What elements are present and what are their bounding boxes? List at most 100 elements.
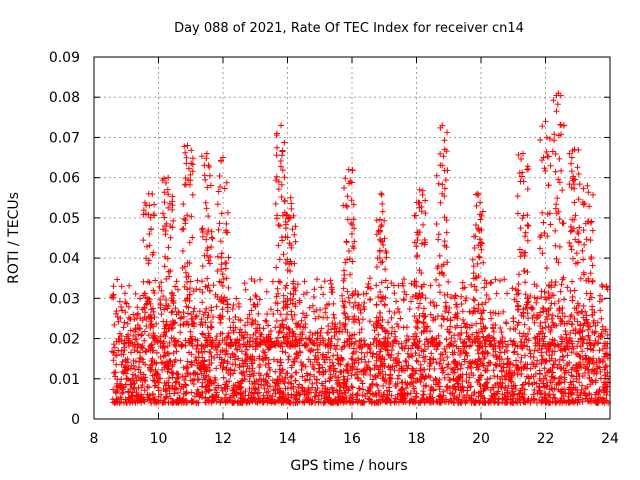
data-point	[551, 337, 558, 344]
data-point	[309, 384, 316, 391]
data-point	[150, 334, 157, 341]
data-point	[146, 364, 153, 371]
data-point	[419, 366, 426, 373]
data-point	[433, 276, 440, 283]
data-point	[299, 362, 306, 369]
data-point	[499, 334, 506, 341]
data-point	[471, 297, 478, 304]
data-point	[388, 314, 395, 321]
data-point	[232, 342, 239, 349]
data-point	[581, 241, 588, 248]
data-point	[576, 224, 583, 231]
data-point	[223, 347, 230, 354]
data-point	[229, 305, 236, 312]
data-point	[378, 190, 385, 197]
data-point	[248, 389, 255, 396]
data-point	[206, 361, 213, 368]
data-point	[311, 286, 318, 293]
data-point	[218, 261, 225, 268]
data-point	[161, 306, 168, 313]
data-point	[570, 225, 577, 232]
data-point	[201, 348, 208, 355]
data-point	[589, 191, 596, 198]
data-point	[554, 364, 561, 371]
data-point	[194, 399, 201, 406]
data-point	[134, 348, 141, 355]
data-point	[276, 389, 283, 396]
data-point	[219, 337, 226, 344]
data-point	[474, 347, 481, 354]
data-point	[202, 399, 209, 406]
data-point	[369, 380, 376, 387]
data-point	[436, 252, 443, 259]
data-point	[451, 295, 458, 302]
data-point	[540, 154, 547, 161]
data-point	[574, 164, 581, 171]
data-point	[208, 228, 215, 235]
data-point	[589, 312, 596, 319]
data-point	[150, 287, 157, 294]
data-point	[575, 370, 582, 377]
data-point	[558, 281, 565, 288]
data-point	[441, 374, 448, 381]
data-point	[474, 190, 481, 197]
data-point	[282, 260, 289, 267]
data-point	[570, 378, 577, 385]
data-point	[145, 260, 152, 267]
data-point	[459, 308, 466, 315]
data-point	[134, 393, 141, 400]
data-point	[131, 380, 138, 387]
data-point	[179, 264, 186, 271]
data-point	[222, 265, 229, 272]
data-point	[571, 146, 578, 153]
data-point	[589, 227, 596, 234]
data-point	[235, 300, 242, 307]
data-point	[419, 310, 426, 317]
data-point	[203, 155, 210, 162]
data-point	[421, 241, 428, 248]
data-point	[277, 311, 284, 318]
data-point	[555, 208, 562, 215]
data-point	[392, 380, 399, 387]
data-point	[553, 381, 560, 388]
data-point	[552, 399, 559, 406]
data-point	[486, 399, 493, 406]
data-point	[260, 392, 267, 399]
data-point	[420, 391, 427, 398]
data-point	[437, 289, 444, 296]
data-point	[274, 285, 281, 292]
data-point	[140, 207, 147, 214]
data-point	[340, 285, 347, 292]
data-point	[299, 310, 306, 317]
data-point	[373, 217, 380, 224]
data-point	[418, 240, 425, 247]
data-point	[582, 395, 589, 402]
data-point	[551, 137, 558, 144]
data-point	[451, 314, 458, 321]
data-point	[518, 354, 525, 361]
chart-title: Day 088 of 2021, Rate Of TEC Index for r…	[174, 21, 524, 36]
data-point	[537, 387, 544, 394]
data-point	[344, 376, 351, 383]
data-point	[464, 387, 471, 394]
data-point	[349, 258, 356, 265]
data-point	[448, 335, 455, 342]
data-point	[203, 205, 210, 212]
data-point	[310, 293, 317, 300]
data-point	[349, 384, 356, 391]
data-point	[550, 391, 557, 398]
data-point	[274, 334, 281, 341]
data-point	[375, 366, 382, 373]
data-point	[286, 333, 293, 340]
data-point	[143, 255, 150, 262]
data-point	[196, 308, 203, 315]
data-point	[130, 311, 137, 318]
data-point	[176, 395, 183, 402]
data-point	[475, 192, 482, 199]
data-point	[203, 231, 210, 238]
data-point	[487, 360, 494, 367]
data-point	[260, 357, 267, 364]
data-point	[411, 313, 418, 320]
data-point	[144, 243, 151, 250]
data-point	[344, 203, 351, 210]
